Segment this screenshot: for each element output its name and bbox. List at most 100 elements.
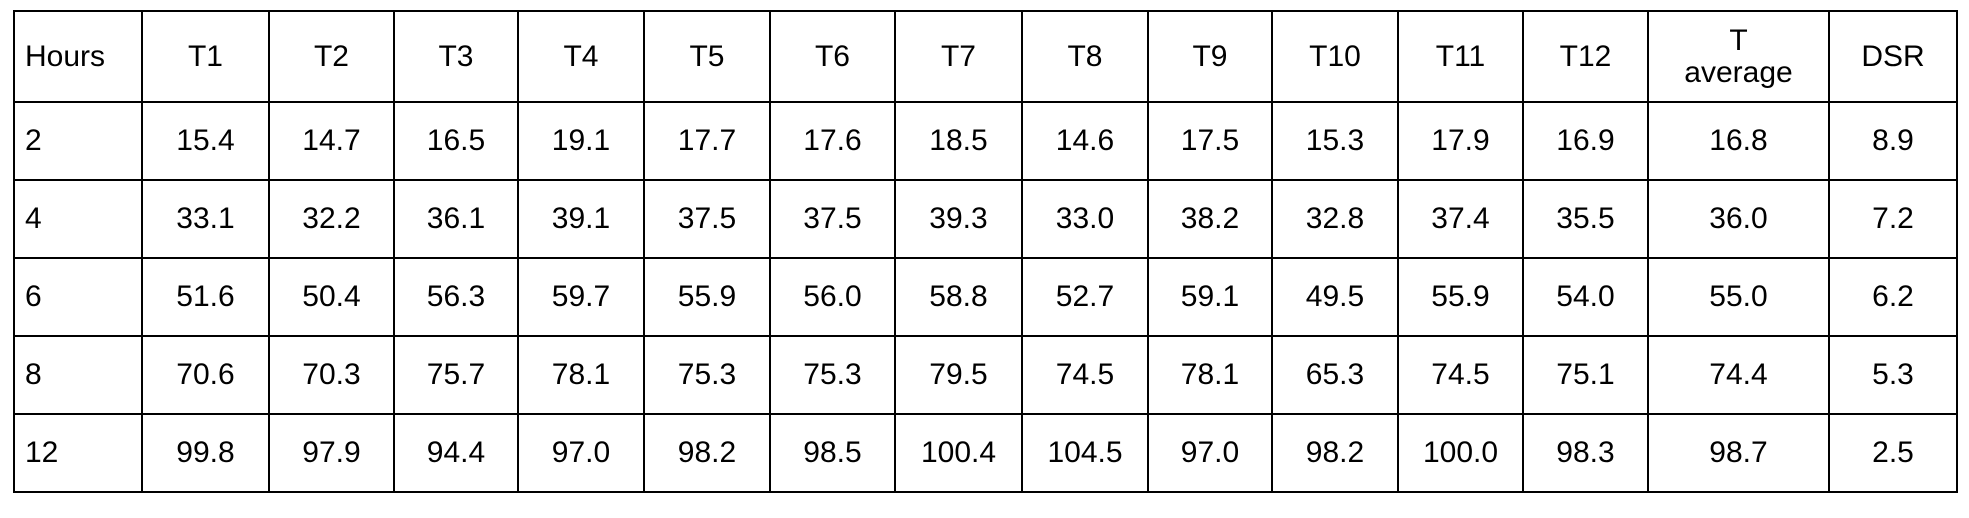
table-cell: 37.5: [769, 179, 896, 259]
table-cell: 39.3: [894, 179, 1023, 259]
table-cell: 50.4: [268, 257, 395, 337]
table-cell: 98.7: [1647, 413, 1830, 493]
table-cell: 8: [13, 335, 143, 415]
table-row: 12 99.8 97.9 94.4 97.0 98.2 98.5 100.4 104.5 97.0…: [13, 413, 1958, 493]
table-cell: 52.7: [1021, 257, 1149, 337]
table-cell: 104.5: [1021, 413, 1149, 493]
header-text: T5: [689, 39, 725, 73]
header-cell: T4: [517, 10, 645, 103]
table-cell: 74.4: [1647, 335, 1830, 415]
table-cell: 6.2: [1828, 257, 1958, 337]
table-cell: 51.6: [141, 257, 270, 337]
table-cell: 98.2: [643, 413, 771, 493]
table-cell: 74.5: [1397, 335, 1524, 415]
table-cell: 75.3: [769, 335, 896, 415]
table-cell: 70.6: [141, 335, 270, 415]
table-cell: 75.7: [393, 335, 519, 415]
table-cell: 14.6: [1021, 101, 1149, 181]
table-cell: 58.8: [894, 257, 1023, 337]
table-cell: 94.4: [393, 413, 519, 493]
table-cell: 97.0: [1147, 413, 1273, 493]
table-cell: 55.9: [1397, 257, 1524, 337]
header-text: T1: [187, 39, 223, 73]
table-cell: 65.3: [1271, 335, 1399, 415]
table-cell: 36.0: [1647, 179, 1830, 259]
table-cell: 39.1: [517, 179, 645, 259]
table-cell: 18.5: [894, 101, 1023, 181]
header-cell: T2: [268, 10, 395, 103]
table-body: 2 15.4 14.7 16.5 19.1 17.7 17.6 18.5 14.6 17.5 15.…: [13, 101, 1958, 493]
table-cell: 59.7: [517, 257, 645, 337]
header-text: T10: [1309, 39, 1361, 73]
table-cell: 75.3: [643, 335, 771, 415]
header-cell: DSR: [1828, 10, 1958, 103]
table-cell: 17.5: [1147, 101, 1273, 181]
header-text: T11: [1435, 39, 1486, 73]
table-row: 8 70.6 70.3 75.7 78.1 75.3 75.3 79.5 74.5 78.1 65.…: [13, 335, 1958, 415]
table-cell: 32.2: [268, 179, 395, 259]
header-cell: T12: [1522, 10, 1649, 103]
header-cell: T7: [894, 10, 1023, 103]
table-cell: 17.9: [1397, 101, 1524, 181]
table-cell: 32.8: [1271, 179, 1399, 259]
table-cell: 97.0: [517, 413, 645, 493]
table-cell: 17.6: [769, 101, 896, 181]
table-cell: 74.5: [1021, 335, 1149, 415]
table-cell: 75.1: [1522, 335, 1649, 415]
header-text: DSR: [1861, 39, 1925, 73]
table-cell: 15.3: [1271, 101, 1399, 181]
table-row: 2 15.4 14.7 16.5 19.1 17.7 17.6 18.5 14.6 17.5 15.…: [13, 101, 1958, 181]
header-text: T average: [1684, 23, 1793, 89]
header-cell: T8: [1021, 10, 1149, 103]
table-cell: 12: [13, 413, 143, 493]
table-cell: 78.1: [517, 335, 645, 415]
table-cell: 19.1: [517, 101, 645, 181]
table-cell: 37.5: [643, 179, 771, 259]
table-cell: 2.5: [1828, 413, 1958, 493]
header-cell: T9: [1147, 10, 1273, 103]
table-cell: 17.7: [643, 101, 771, 181]
table-cell: 36.1: [393, 179, 519, 259]
table-cell: 59.1: [1147, 257, 1273, 337]
header-text: T3: [438, 39, 474, 73]
table-cell: 33.1: [141, 179, 270, 259]
header-cell: T6: [769, 10, 896, 103]
table-cell: 35.5: [1522, 179, 1649, 259]
table-cell: 79.5: [894, 335, 1023, 415]
table-cell: 98.3: [1522, 413, 1649, 493]
header-cell: T10: [1271, 10, 1399, 103]
header-text: T8: [1067, 39, 1103, 73]
table-cell: 5.3: [1828, 335, 1958, 415]
header-text: T2: [313, 39, 349, 73]
table-row: 6 51.6 50.4 56.3 59.7 55.9 56.0 58.8 52.7 59.1 49.…: [13, 257, 1958, 337]
table-cell: 55.9: [643, 257, 771, 337]
table-cell: 15.4: [141, 101, 270, 181]
table-cell: 6: [13, 257, 143, 337]
table-cell: 33.0: [1021, 179, 1149, 259]
table-cell: 8.9: [1828, 101, 1958, 181]
table-cell: 49.5: [1271, 257, 1399, 337]
table-cell: 7.2: [1828, 179, 1958, 259]
table-cell: 56.3: [393, 257, 519, 337]
table-cell: 100.4: [894, 413, 1023, 493]
table-cell: 2: [13, 101, 143, 181]
header-text: T7: [940, 39, 976, 73]
header-cell: T11: [1397, 10, 1524, 103]
table-cell: 56.0: [769, 257, 896, 337]
table-cell: 16.8: [1647, 101, 1830, 181]
table-cell: 99.8: [141, 413, 270, 493]
header-text: Hours: [25, 39, 106, 73]
table-cell: 78.1: [1147, 335, 1273, 415]
table-cell: 4: [13, 179, 143, 259]
header-cell: T5: [643, 10, 771, 103]
table-cell: 16.9: [1522, 101, 1649, 181]
header-text: T9: [1192, 39, 1228, 73]
table-cell: 100.0: [1397, 413, 1524, 493]
header-cell: Hours: [13, 10, 143, 103]
header-text: T4: [563, 39, 599, 73]
table-cell: 38.2: [1147, 179, 1273, 259]
data-table: Hours T1 T2 T3 T4 T5 T6 T7 T8 T9 T10 T11 T12 T averag…: [13, 10, 1958, 493]
table-cell: 54.0: [1522, 257, 1649, 337]
table-cell: 16.5: [393, 101, 519, 181]
